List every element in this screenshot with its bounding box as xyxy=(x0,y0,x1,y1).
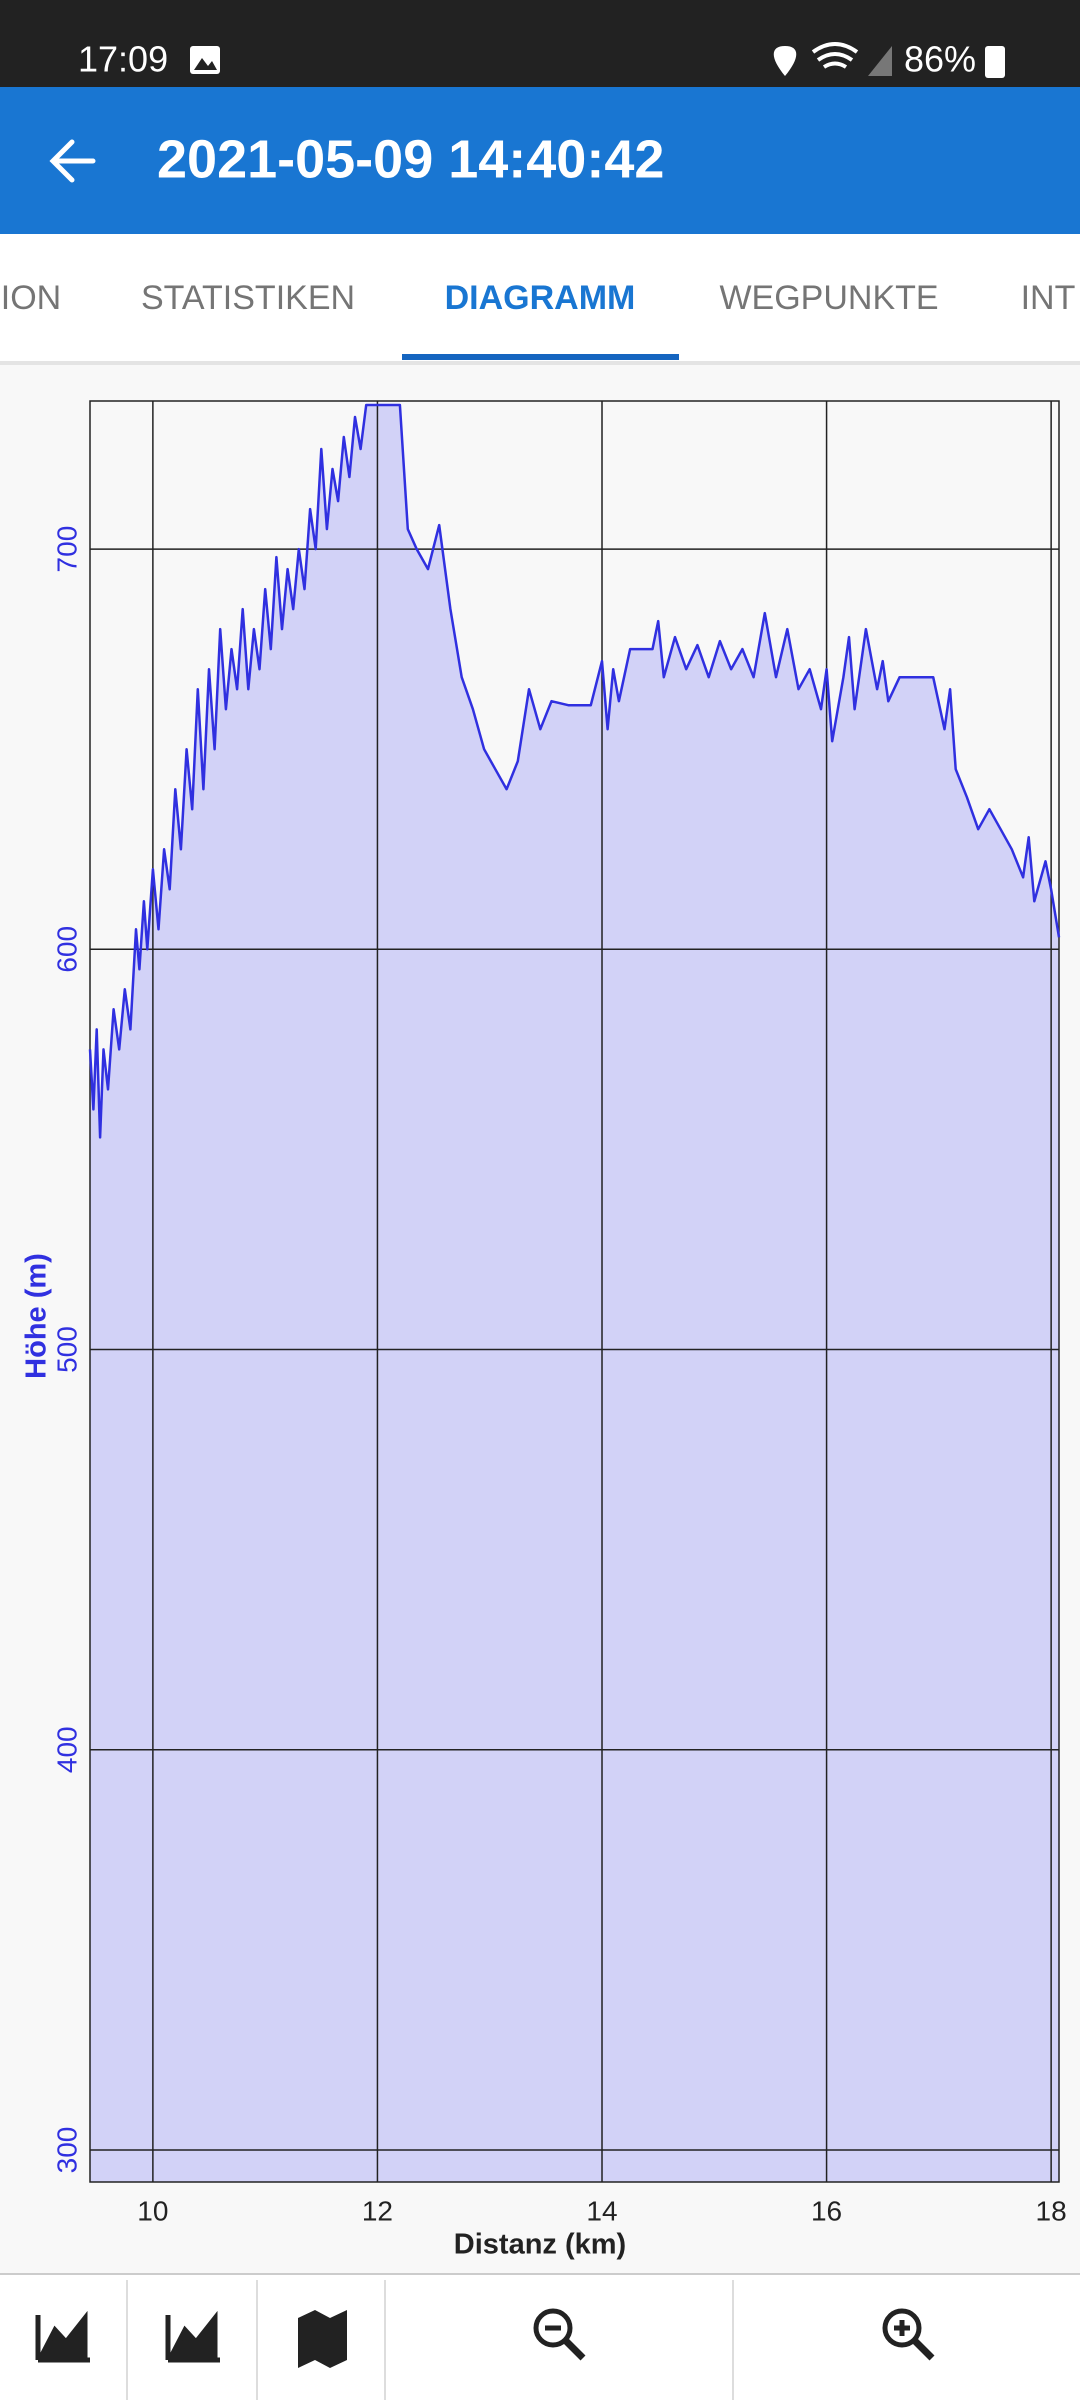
battery-icon xyxy=(985,46,1005,78)
toolbar-dividers xyxy=(126,2280,734,2400)
area-fill xyxy=(90,405,1059,2182)
tab-indicator xyxy=(402,354,679,360)
app-bar xyxy=(0,87,1080,234)
status-bar xyxy=(0,0,1080,87)
x-tick-label: 14 xyxy=(586,2195,617,2226)
battery-level: 86% xyxy=(904,39,976,80)
tab[interactable]: INT xyxy=(1021,279,1076,317)
plot: 300 400 500 600 700 10 12 14 16 18 Distanz (km) Höh… xyxy=(21,400,1067,2261)
app-title: 2021-05-09 14:40:42 xyxy=(157,129,664,189)
status-time: 17:09 xyxy=(78,39,168,80)
elevation-distance-button[interactable] xyxy=(165,2310,220,2363)
y-tick-label: 400 xyxy=(51,1726,82,1773)
tab[interactable]: STATISTIKEN xyxy=(141,279,355,317)
zoom-in-button[interactable] xyxy=(882,2308,935,2361)
x-tick-label: 18 xyxy=(1036,2195,1067,2226)
wifi-icon xyxy=(811,42,859,69)
location-icon xyxy=(773,46,797,76)
plot-frame xyxy=(89,400,1060,2183)
tab[interactable]: DIAGRAMM xyxy=(445,279,636,317)
signal-icon xyxy=(868,46,892,76)
tab[interactable]: ION xyxy=(1,279,61,317)
tabs: ION STATISTIKEN DIAGRAMM WEGPUNKTE INT xyxy=(1,279,1076,360)
image-icon-detail xyxy=(194,58,217,70)
elevation-line xyxy=(88,403,1061,1139)
x-tick-label: 12 xyxy=(362,2195,393,2226)
y-tick-label: 300 xyxy=(51,2127,82,2174)
back-button[interactable] xyxy=(49,139,96,183)
elevation-time-button[interactable] xyxy=(35,2310,90,2363)
x-axis-label: Distanz (km) xyxy=(454,2229,626,2261)
tab-bar xyxy=(0,234,1080,361)
x-tick-label: 16 xyxy=(811,2195,842,2226)
y-tick-label: 500 xyxy=(51,1326,82,1373)
x-tick-label: 10 xyxy=(137,2195,168,2226)
y-tick-label: 700 xyxy=(51,526,82,573)
tab-shadow xyxy=(0,361,1080,365)
zoom-out-button[interactable] xyxy=(533,2308,586,2361)
map-button[interactable] xyxy=(298,2310,347,2368)
y-tick-label: 600 xyxy=(51,926,82,973)
y-axis-label: Höhe (m) xyxy=(21,1253,53,1379)
tab[interactable]: WEGPUNKTE xyxy=(719,279,938,317)
